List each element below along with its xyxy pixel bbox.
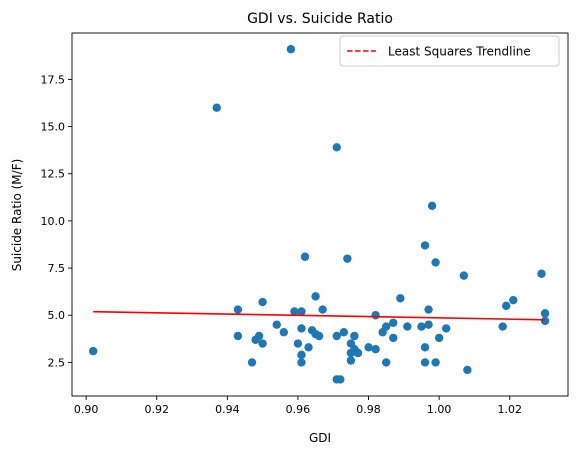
data-point	[88, 346, 98, 356]
y-tick-label: 10.0	[41, 215, 66, 228]
data-point	[297, 358, 306, 367]
data-point	[442, 324, 451, 333]
data-point	[431, 358, 440, 367]
x-tick-label: 1.00	[427, 403, 452, 416]
data-point	[396, 294, 405, 303]
x-tick-label: 0.94	[215, 403, 240, 416]
data-point	[350, 331, 359, 341]
data-point	[279, 328, 289, 337]
data-point	[297, 307, 306, 316]
data-point	[381, 358, 391, 367]
data-point	[212, 103, 221, 112]
data-point	[318, 305, 327, 314]
axes-frame	[71, 32, 569, 397]
y-tick-label: 2.5	[48, 356, 66, 369]
legend: Least Squares Trendline	[339, 35, 560, 67]
data-point	[286, 45, 296, 54]
data-point	[290, 307, 299, 316]
x-tick-label: 0.96	[286, 403, 311, 416]
data-point	[498, 322, 507, 331]
data-point	[537, 269, 546, 278]
data-point	[297, 324, 306, 333]
chart-title: GDI vs. Suicide Ratio	[247, 11, 393, 27]
data-point	[258, 297, 267, 307]
plot-area: 0.90 0.92 0.94 0.96 0.98 1.00 1.02 2.5 5.0 7.5 10.…	[41, 32, 569, 416]
data-point	[254, 331, 264, 341]
trendline	[93, 310, 546, 321]
x-tick-label: 0.98	[356, 403, 381, 416]
data-point	[502, 301, 511, 311]
data-point	[540, 309, 550, 318]
data-point	[389, 333, 398, 343]
data-point	[427, 201, 437, 211]
data-point	[272, 320, 281, 329]
data-point	[364, 343, 373, 352]
y-tick-label: 5.0	[48, 309, 66, 322]
x-tick-label: 0.92	[144, 403, 169, 416]
legend-label-trendline: Least Squares Trendline	[388, 45, 531, 59]
x-axis-label: GDI	[309, 431, 331, 445]
data-point	[403, 322, 412, 331]
data-point	[381, 322, 391, 331]
data-point	[343, 254, 352, 263]
y-tick-label: 17.5	[41, 73, 66, 86]
data-point	[431, 258, 440, 267]
data-point	[332, 143, 341, 152]
x-tick-label: 0.90	[74, 403, 99, 416]
data-point	[371, 311, 380, 320]
data-point	[420, 358, 430, 367]
data-point	[297, 350, 306, 360]
x-tick-label: 1.02	[498, 403, 523, 416]
data-point	[339, 328, 349, 337]
y-axis-label: Suicide Ratio (M/F)	[10, 159, 24, 272]
data-point	[420, 343, 430, 352]
data-point	[293, 339, 303, 348]
data-point	[371, 345, 380, 354]
data-point	[389, 318, 398, 327]
data-point	[424, 305, 433, 314]
data-point	[233, 331, 243, 341]
data-point	[247, 358, 257, 367]
data-point	[420, 241, 430, 250]
data-point	[233, 305, 243, 314]
data-point	[300, 252, 310, 261]
data-point	[424, 320, 433, 329]
legend-frame	[339, 35, 560, 67]
data-point	[509, 295, 518, 305]
data-point	[417, 322, 426, 331]
data-point	[540, 316, 550, 326]
data-point	[314, 331, 324, 341]
data-point	[463, 365, 472, 375]
y-tick-label: 7.5	[48, 262, 66, 275]
data-point	[304, 343, 313, 352]
data-point	[346, 356, 356, 365]
data-point	[258, 339, 267, 348]
data-point	[332, 331, 341, 341]
data-point	[459, 271, 469, 280]
y-tick-label: 15.0	[41, 121, 66, 134]
y-tick-label: 12.5	[41, 168, 66, 181]
data-point	[336, 375, 345, 384]
data-point	[434, 333, 444, 343]
data-point	[353, 348, 363, 358]
data-point	[311, 292, 320, 301]
